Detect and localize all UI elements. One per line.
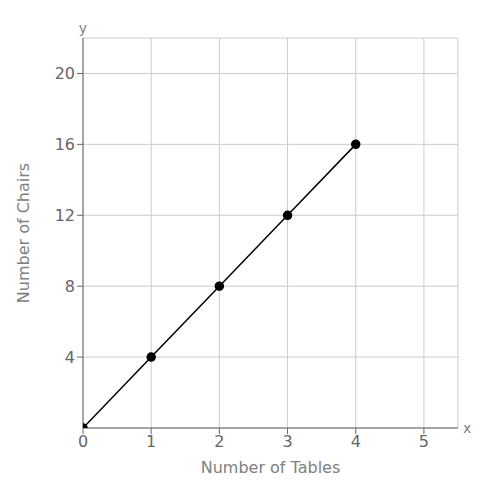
- svg-text:1: 1: [146, 432, 156, 451]
- svg-text:20: 20: [55, 64, 75, 83]
- svg-text:4: 4: [65, 348, 75, 367]
- svg-text:Number of Tables: Number of Tables: [201, 458, 341, 477]
- svg-text:5: 5: [419, 432, 429, 451]
- svg-text:12: 12: [55, 206, 75, 225]
- svg-text:Number of Chairs: Number of Chairs: [14, 163, 33, 303]
- svg-text:3: 3: [282, 432, 292, 451]
- svg-text:16: 16: [55, 135, 75, 154]
- svg-text:0: 0: [78, 432, 88, 451]
- svg-text:x: x: [463, 420, 471, 436]
- svg-text:2: 2: [214, 432, 224, 451]
- svg-text:y: y: [79, 20, 87, 36]
- svg-text:8: 8: [65, 277, 75, 296]
- svg-text:4: 4: [351, 432, 361, 451]
